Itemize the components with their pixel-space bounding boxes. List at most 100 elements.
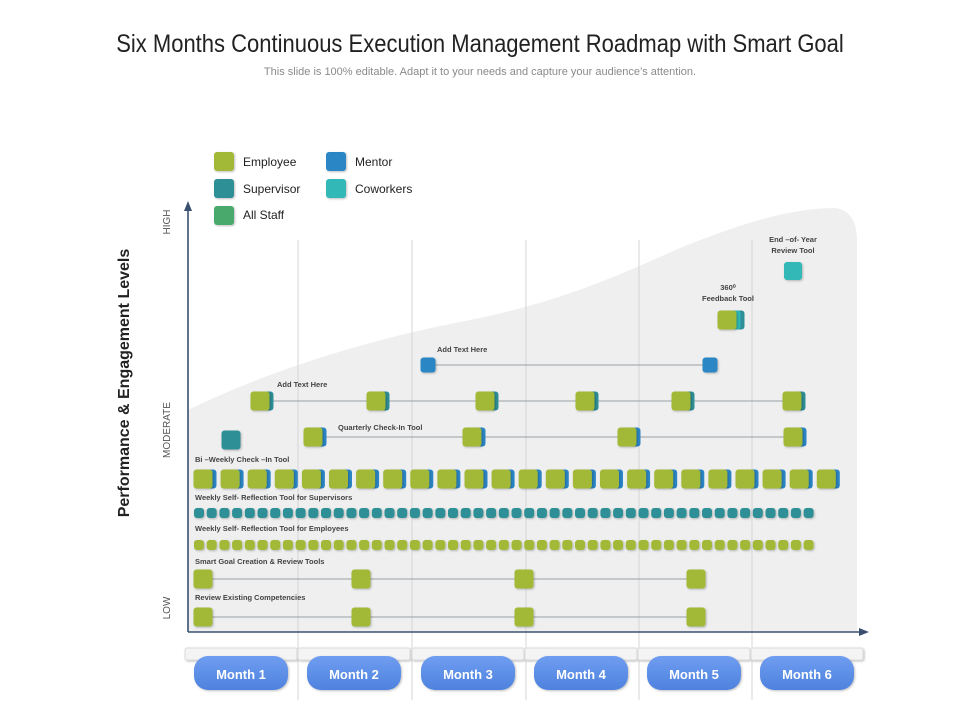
marker-self-sup-28-face — [536, 508, 547, 518]
marker-self-sup-34-face — [613, 508, 624, 518]
marker-self-emp-29 — [549, 540, 560, 550]
marker-self-sup-19-face — [422, 508, 433, 518]
month-tab-3: Month 3 — [411, 647, 525, 690]
marker-add-text-employee-5 — [671, 391, 695, 411]
marker-self-emp-45 — [752, 540, 763, 550]
marker-self-sup-2 — [206, 508, 217, 518]
marker-add-text-employee-1 — [250, 391, 274, 411]
marker-biweekly-4 — [274, 469, 298, 489]
label-review: Review Existing Competencies — [195, 593, 305, 602]
marker-self-sup-25 — [498, 508, 509, 518]
label-quarterly: Quarterly Check-In Tool — [338, 423, 422, 432]
marker-self-sup-31 — [575, 508, 585, 518]
marker-self-emp-32 — [587, 540, 598, 550]
marker-self-emp-40-face — [689, 540, 700, 550]
marker-self-sup-27-face — [524, 508, 535, 518]
marker-self-sup-9 — [295, 508, 306, 518]
marker-self-emp-8-face — [282, 540, 293, 550]
marker-self-emp-47 — [778, 540, 789, 550]
marker-self-sup-27 — [524, 508, 535, 518]
marker-self-sup-29-face — [549, 508, 560, 518]
month-label-3: Month 3 — [443, 667, 493, 682]
marker-self-emp-44-face — [740, 540, 751, 550]
marker-self-sup-26-face — [511, 508, 522, 518]
marker-biweekly-10-face — [437, 469, 457, 489]
label-self-emp: Weekly Self- Reflection Tool for Employe… — [195, 524, 349, 533]
marker-add-text-employee-6 — [782, 391, 806, 411]
legend-label-all-staff: All Staff — [243, 208, 285, 222]
marker-self-sup-11 — [321, 508, 331, 518]
marker-add-text-employee-1-face — [250, 391, 270, 411]
row-labels: End –of- Year Review Tool 360⁰ Feedback … — [195, 235, 817, 602]
marker-biweekly-18-face — [654, 469, 674, 489]
marker-review-2-face — [351, 607, 371, 627]
marker-self-sup-32-face — [587, 508, 598, 518]
legend-swatch-mentor — [326, 152, 346, 171]
marker-self-emp-7-face — [270, 540, 281, 550]
month-tabs: Month 1 Month 2 Month 3 Month 4 Month 5 Month… — [184, 647, 864, 690]
marker-self-sup-7-face — [270, 508, 281, 518]
marker-biweekly-8-face — [383, 469, 403, 489]
marker-self-emp-43 — [727, 540, 738, 550]
marker-self-emp-18-face — [409, 540, 420, 550]
marker-self-sup-26 — [511, 508, 522, 518]
marker-self-sup-45-face — [752, 508, 763, 518]
marker-self-emp-35-face — [625, 540, 636, 550]
legend-label-supervisor: Supervisor — [243, 182, 300, 196]
marker-self-sup-29 — [549, 508, 560, 518]
marker-self-emp-9-face — [295, 540, 306, 550]
marker-self-sup-35 — [625, 508, 636, 518]
marker-self-emp-7 — [270, 540, 281, 550]
marker-biweekly-10 — [437, 469, 461, 489]
marker-self-emp-45-face — [752, 540, 763, 550]
marker-add-text-start-face — [420, 357, 436, 373]
marker-self-sup-48 — [790, 508, 801, 518]
marker-quarterly-3-face — [617, 427, 637, 447]
marker-review-2 — [351, 607, 371, 627]
legend-swatch-supervisor — [214, 179, 234, 198]
month-label-6: Month 6 — [782, 667, 832, 682]
marker-self-sup-4-face — [232, 508, 243, 518]
month-tab-6: Month 6 — [750, 647, 864, 690]
month-label-2: Month 2 — [329, 667, 379, 682]
marker-self-sup-44-face — [740, 508, 751, 518]
label-biweekly: Bi –Weekly Check –In Tool — [195, 455, 289, 464]
marker-biweekly-22-face — [762, 469, 782, 489]
marker-self-sup-6-face — [257, 508, 268, 518]
marker-self-sup-13-face — [346, 508, 357, 518]
marker-self-sup-33 — [600, 508, 611, 518]
label-end-year-1: End –of- Year — [769, 235, 817, 244]
marker-quarterly-4 — [783, 427, 807, 447]
marker-self-emp-46-face — [765, 540, 776, 550]
month-tab-1: Month 1 — [184, 647, 298, 690]
marker-self-sup-30-face — [562, 508, 573, 518]
label-add-text-2: Add Text Here — [277, 380, 327, 389]
marker-biweekly-4-face — [274, 469, 294, 489]
marker-supervisor-start — [221, 430, 241, 450]
marker-self-emp-14 — [359, 540, 370, 550]
marker-feedback-face — [717, 310, 737, 330]
marker-self-sup-36 — [638, 508, 649, 518]
marker-self-emp-26 — [511, 540, 522, 550]
marker-self-sup-49 — [803, 508, 814, 518]
marker-self-emp-28 — [536, 540, 547, 550]
marker-self-emp-20-face — [435, 540, 446, 550]
marker-self-sup-3-face — [219, 508, 230, 518]
y-axis-title: Performance & Engagement Levels — [116, 249, 133, 518]
marker-add-text-end-face — [702, 357, 718, 373]
marker-self-sup-39 — [676, 508, 687, 518]
marker-self-sup-40 — [689, 508, 700, 518]
marker-biweekly-24-face — [816, 469, 836, 489]
marker-self-sup-12 — [333, 508, 344, 518]
markers — [193, 262, 840, 627]
marker-self-emp-2-face — [206, 540, 217, 550]
marker-self-emp-15 — [371, 540, 382, 550]
marker-self-sup-4 — [232, 508, 243, 518]
marker-biweekly-22 — [762, 469, 786, 489]
marker-smart-goal-3-face — [514, 569, 534, 589]
marker-self-emp-49 — [803, 540, 814, 550]
marker-biweekly-16-face — [600, 469, 619, 489]
marker-self-emp-33-face — [600, 540, 611, 550]
marker-self-emp-39 — [676, 540, 687, 550]
month-label-1: Month 1 — [216, 667, 266, 682]
